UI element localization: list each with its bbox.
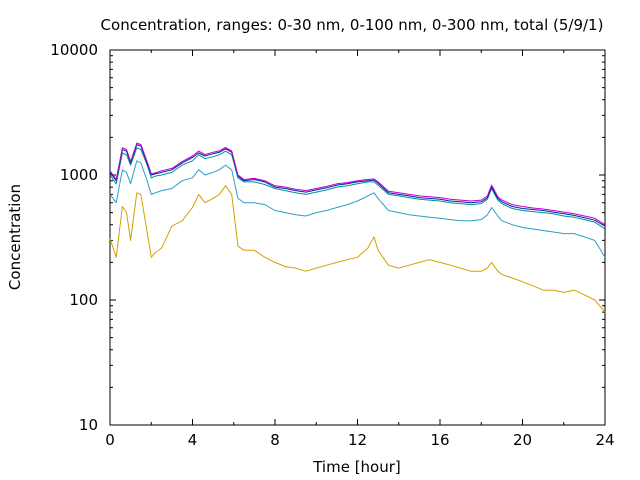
series-line-4: [109, 144, 606, 227]
y-tick-label: 10: [79, 416, 98, 434]
series-line-2: [109, 160, 606, 258]
x-tick-label: 20: [513, 431, 532, 449]
y-tick-label: 100: [69, 291, 98, 309]
plot-frame: [109, 49, 606, 426]
x-axis-label: Time [hour]: [312, 458, 401, 476]
x-tick-label: 24: [595, 431, 614, 449]
series-line-3: [109, 147, 606, 230]
x-tick-label: 8: [270, 431, 280, 449]
x-tick-label: 0: [105, 431, 115, 449]
y-axis-label: Concentration: [6, 184, 24, 290]
chart-title: Concentration, ranges: 0-30 nm, 0-100 nm…: [101, 16, 604, 34]
series-line-1: [109, 185, 606, 313]
x-tick-label: 12: [348, 431, 367, 449]
x-tick-label: 16: [430, 431, 449, 449]
y-tick-label: 1000: [60, 166, 98, 184]
x-tick-label: 4: [188, 431, 198, 449]
y-tick-label: 10000: [50, 41, 98, 59]
series-line-5: [109, 142, 606, 226]
